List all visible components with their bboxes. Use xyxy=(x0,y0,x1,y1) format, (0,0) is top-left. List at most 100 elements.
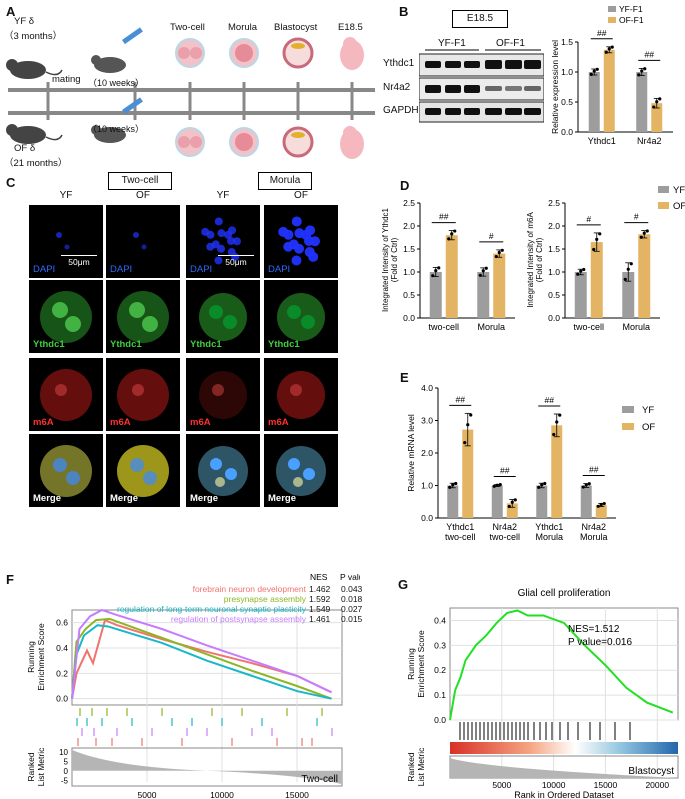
embryo-icon xyxy=(175,127,205,157)
x-axis-label: Rank in Ordered Dataset xyxy=(514,790,614,799)
cell-render xyxy=(201,217,241,265)
enrichment-line xyxy=(71,624,332,700)
data-point xyxy=(640,69,644,73)
y-tick-label: 1.0 xyxy=(548,267,560,277)
term-p-value: 0.027 xyxy=(341,604,363,614)
data-point xyxy=(598,232,602,236)
column-label: OF xyxy=(294,190,308,201)
cell-render xyxy=(198,446,248,496)
bar xyxy=(493,253,506,318)
legend-label-of: OF-F1 xyxy=(619,15,644,25)
y-tick-label: 2.0 xyxy=(403,221,415,231)
cell-render xyxy=(117,291,169,343)
cell-render xyxy=(277,371,325,419)
stage-e185: E18.5 xyxy=(338,22,363,33)
y-axis-label: Running xyxy=(26,641,36,673)
data-point xyxy=(602,501,606,506)
significance-mark: ## xyxy=(545,395,555,405)
x-tick-label: Morula xyxy=(580,532,608,542)
stage-two-cell: Two-cell xyxy=(170,22,205,33)
embryo-icon xyxy=(282,37,314,69)
panel-label-f: F xyxy=(6,572,14,587)
legend-label-of: OF xyxy=(642,422,655,433)
y-tick-label: 0.2 xyxy=(56,668,68,678)
data-point xyxy=(498,483,502,487)
microscopy-image: m6A xyxy=(106,358,180,431)
x-tick-label: Nr4a2 xyxy=(581,522,606,532)
legend-swatch-of xyxy=(622,423,634,430)
cell-render xyxy=(56,232,70,250)
data-point xyxy=(543,481,547,486)
channel-label: DAPI xyxy=(110,264,133,275)
data-point xyxy=(596,504,600,508)
data-point xyxy=(555,420,559,424)
embryo-icon xyxy=(282,126,314,158)
cell-render xyxy=(199,371,247,419)
x-tick-label: Morula xyxy=(477,322,505,332)
data-point xyxy=(510,500,514,504)
term-name: forebrain neuron development xyxy=(193,584,307,594)
data-point xyxy=(581,485,585,489)
significance-mark: ## xyxy=(500,466,510,476)
channel-label: DAPI xyxy=(190,264,213,275)
significance-mark: ## xyxy=(456,394,466,404)
legend-swatch-yf xyxy=(658,186,669,193)
x-tick-label: two-cell xyxy=(489,532,520,542)
bar xyxy=(536,485,548,518)
y-tick-label: 0.5 xyxy=(548,290,560,300)
data-point xyxy=(592,69,596,73)
female-age-1: （10 weeks） xyxy=(88,78,145,88)
e185-box: E18.5 xyxy=(452,10,508,28)
data-point xyxy=(466,423,470,427)
data-point xyxy=(626,267,630,271)
data-point xyxy=(642,231,646,235)
bar-chart-e: 0.01.02.03.04.0##Ythdc1two-cell##Nr4a2tw… xyxy=(406,383,655,542)
y-tick-label: 0.5 xyxy=(561,97,573,107)
data-point xyxy=(552,432,556,437)
nes-value: NES=1.512 xyxy=(568,624,620,635)
term-nes: 1.462 xyxy=(309,584,331,594)
embryo-icon xyxy=(175,38,205,68)
panel-label-e: E xyxy=(400,370,409,385)
y-tick-label: 2.5 xyxy=(548,198,560,208)
y-axis-label: Relative expression level xyxy=(550,40,560,134)
microscopy-image: m6A xyxy=(29,358,103,431)
channel-label: Ythdc1 xyxy=(110,339,142,350)
channel-label: Merge xyxy=(110,493,138,504)
western-blot xyxy=(419,49,544,123)
microscopy-image: m6A xyxy=(264,358,338,431)
blot-row-nr4a2: Nr4a2 xyxy=(383,82,411,93)
chart-d1: 0.0 0.5 1.0 1.5 2.0 2.5 ## two-cell # Morula Integ… xyxy=(381,198,515,332)
microscopy-image: Merge xyxy=(106,434,180,507)
bar xyxy=(447,485,459,518)
y-tick-label: 0 xyxy=(64,767,69,776)
yf-male-age: （3 months） xyxy=(4,31,63,42)
cell-render xyxy=(278,216,320,266)
data-point xyxy=(494,254,498,259)
microscopy-image: DAPI xyxy=(264,205,338,278)
data-point xyxy=(453,229,457,233)
panel-a-diagram xyxy=(6,27,375,159)
yf-male-label: YF δ xyxy=(14,16,35,27)
data-point xyxy=(492,484,496,488)
stage-morula: Morula xyxy=(228,22,258,33)
data-point xyxy=(592,247,596,252)
microscopy-image: Ythdc1 xyxy=(186,280,260,353)
rank-gradient-bar xyxy=(450,742,678,754)
bar xyxy=(429,272,442,318)
y-tick-label: 4.0 xyxy=(421,383,433,393)
x-tick-label: Ythdc1 xyxy=(588,136,616,146)
bar xyxy=(638,234,651,318)
microscopy-image: Merge xyxy=(264,434,338,507)
cell-render xyxy=(117,445,169,497)
panel-label-g: G xyxy=(398,577,409,592)
data-point xyxy=(655,100,659,104)
x-tick-label: 15000 xyxy=(285,790,309,799)
x-tick-label: 15000 xyxy=(594,780,618,790)
bar xyxy=(477,272,490,318)
scale-bar: 50μm xyxy=(61,255,97,267)
microscopy-image: m6A xyxy=(186,358,260,431)
legend-swatch-of xyxy=(608,17,616,23)
legend-swatch-of xyxy=(658,202,669,209)
